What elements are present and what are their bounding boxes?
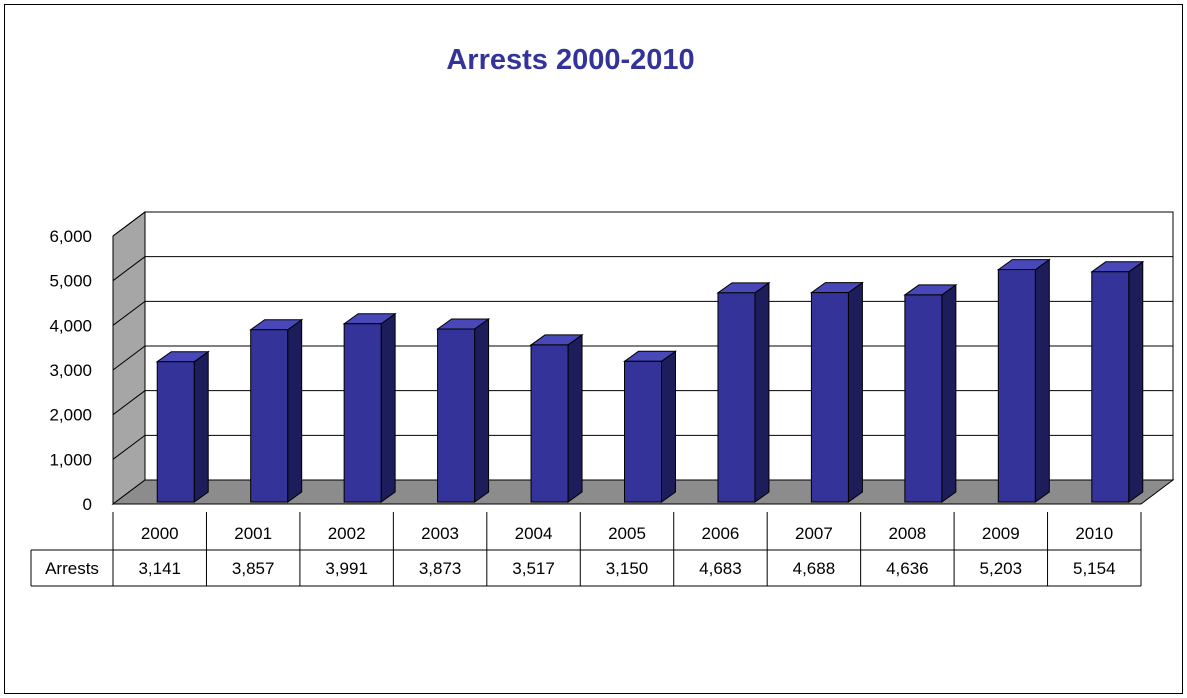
data-label: 4,683 [699, 559, 742, 578]
bar-side [567, 333, 583, 503]
x-tick-label: 2006 [702, 524, 740, 543]
table-series-label: Arrests [45, 559, 99, 578]
x-tick-label: 2002 [328, 524, 366, 543]
y-tick-label: 5,000 [49, 272, 92, 291]
x-tick-label: 2005 [608, 524, 646, 543]
y-tick-label: 2,000 [49, 406, 92, 425]
bar-side [1034, 258, 1050, 503]
data-label: 5,154 [1073, 559, 1116, 578]
bar-side [474, 318, 490, 503]
bar [904, 294, 943, 503]
x-tick-label: 2004 [515, 524, 553, 543]
data-label: 5,203 [980, 559, 1023, 578]
y-tick-label: 3,000 [49, 361, 92, 380]
data-label: 3,141 [138, 559, 181, 578]
bar [156, 361, 195, 503]
bar-side [1128, 260, 1144, 503]
bar-side [754, 281, 770, 503]
data-label: 4,688 [793, 559, 836, 578]
x-tick-label: 2001 [234, 524, 272, 543]
bar-side [661, 350, 676, 503]
bar [997, 269, 1036, 503]
bar [530, 344, 569, 503]
y-tick-label: 0 [83, 495, 92, 514]
data-label: 3,150 [606, 559, 649, 578]
bar-side [847, 281, 863, 503]
bar-side [380, 312, 396, 503]
bar [624, 360, 662, 503]
data-label: 3,991 [325, 559, 368, 578]
x-tick-label: 2007 [795, 524, 833, 543]
x-tick-label: 2010 [1075, 524, 1113, 543]
x-tick-label: 2003 [421, 524, 459, 543]
x-tick-label: 2009 [982, 524, 1020, 543]
bar [343, 323, 382, 503]
gridline [112, 256, 1173, 282]
data-label: 3,873 [419, 559, 462, 578]
bar-side [941, 283, 957, 503]
data-label: 4,636 [886, 559, 929, 578]
gridline [112, 211, 1173, 237]
bar [717, 292, 756, 503]
bar [437, 328, 476, 503]
y-tick-label: 6,000 [49, 227, 92, 246]
bar [810, 292, 849, 503]
chart-title: Arrests 2000-2010 [446, 44, 695, 76]
x-tick-label: 2008 [888, 524, 926, 543]
data-label: 3,857 [232, 559, 275, 578]
y-tick-label: 4,000 [49, 316, 92, 335]
bar-side [193, 350, 209, 503]
y-tick-label: 1,000 [49, 450, 92, 469]
bar [250, 329, 289, 503]
bar-side [287, 318, 303, 503]
bar [1091, 271, 1130, 503]
data-label: 3,517 [512, 559, 555, 578]
x-tick-label: 2000 [141, 524, 179, 543]
